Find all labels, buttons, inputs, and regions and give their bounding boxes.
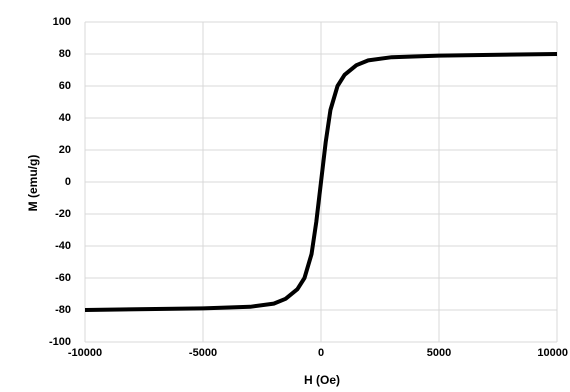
x-axis-label: H (Oe): [304, 373, 340, 387]
y-tick-label: -20: [55, 208, 71, 220]
y-tick-label: 40: [59, 112, 71, 124]
y-axis-label: M (emu/g): [26, 155, 40, 212]
y-tick-label: 20: [59, 144, 71, 156]
y-tick-label: 60: [59, 80, 71, 92]
data-line: [84, 52, 558, 312]
y-tick-label: 100: [53, 16, 71, 28]
y-tick-label: -80: [55, 304, 71, 316]
y-tick-label: -60: [55, 272, 71, 284]
x-tick-label: -5000: [189, 347, 217, 359]
y-tick-label: 0: [65, 176, 71, 188]
y-tick-label: -100: [49, 336, 71, 348]
x-tick-label: 0: [318, 347, 324, 359]
y-tick-label: 80: [59, 48, 71, 60]
y-tick-label: -40: [55, 240, 71, 252]
x-tick-label: 10000: [537, 347, 568, 359]
x-tick-label: 5000: [427, 347, 451, 359]
x-tick-label: -10000: [68, 347, 102, 359]
